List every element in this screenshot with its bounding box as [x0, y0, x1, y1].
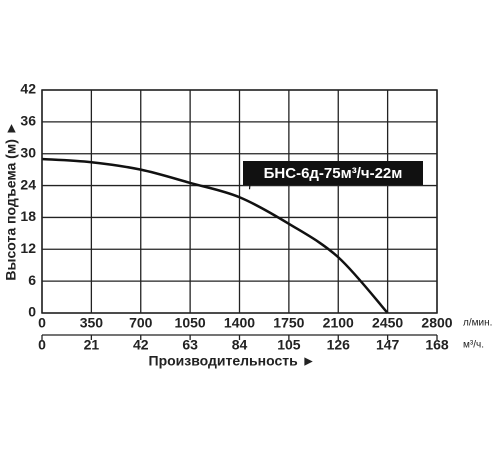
- y-tick-label: 18: [20, 208, 36, 224]
- legend-box: [243, 161, 423, 185]
- y-tick-label: 36: [20, 113, 36, 129]
- y-axis-label: Высота подъема (м) ►: [3, 121, 19, 280]
- x2-tick-label: 84: [232, 337, 248, 353]
- y-tick-label: 24: [20, 176, 36, 192]
- x-tick-label: 1400: [224, 315, 255, 331]
- y-tick-label: 30: [20, 144, 36, 160]
- curve: [41, 157, 389, 314]
- x2-unit: м³/ч.: [463, 340, 484, 351]
- y-tick-label: 6: [28, 272, 36, 288]
- x-tick-label: 2450: [372, 315, 403, 331]
- x-tick-label: 350: [80, 315, 104, 331]
- plot-frame: [41, 89, 438, 314]
- x2-tick-label: 147: [376, 337, 400, 353]
- x2-tick-label: 126: [327, 337, 351, 353]
- x2-tick-label: 21: [84, 337, 100, 353]
- y-tick-label: 42: [20, 81, 36, 97]
- x2-tick-label: 168: [425, 337, 449, 353]
- x2-tick-label: 105: [277, 337, 301, 353]
- y-tick-label: 0: [28, 304, 36, 320]
- x2-tick-label: 0: [38, 337, 46, 353]
- x-tick-label: 2100: [323, 315, 354, 331]
- x2-tick-label: 42: [133, 337, 149, 353]
- x-tick-label: 1050: [175, 315, 206, 331]
- x-unit: л/мин.: [463, 318, 492, 329]
- x2-tick-label: 63: [182, 337, 198, 353]
- y-tick-label: 12: [20, 240, 36, 256]
- x-axis-label: Производительность ►: [149, 353, 316, 369]
- x-tick-label: 0: [38, 315, 46, 331]
- legend-label: БНС-6д-75м³/ч-22м: [264, 165, 403, 182]
- x-tick-label: 700: [129, 315, 153, 331]
- x-tick-label: 1750: [273, 315, 304, 331]
- x-tick-label: 2800: [421, 315, 452, 331]
